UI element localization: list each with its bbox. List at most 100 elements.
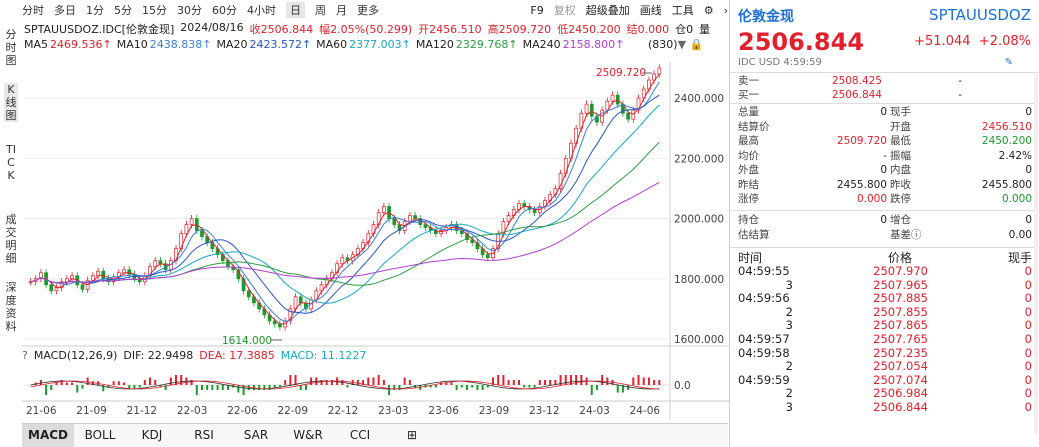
lock-icon: 🔒: [689, 38, 704, 51]
indicator-tab[interactable]: W&R: [293, 428, 323, 442]
row-key: 最高: [738, 135, 759, 147]
sidebar-item[interactable]: K线图: [4, 83, 18, 122]
pencil-icon[interactable]: ✎: [1004, 57, 1013, 68]
overlay-button[interactable]: 超级叠加: [585, 4, 630, 17]
row-value: 0: [1025, 214, 1032, 226]
ma-label: MA5: [24, 38, 49, 51]
kline-chart[interactable]: 2400.000 2200.000 2000.000 1800.000 1600.000…: [0, 0, 729, 423]
high-label: 高2509.720: [487, 23, 552, 36]
quote-change: +51.044 +2.08%: [914, 34, 1031, 49]
tick-vol: 0: [1024, 318, 1032, 333]
scrollbar[interactable]: [1034, 74, 1038, 434]
x-tick-label: 23-12: [529, 405, 560, 417]
period-tab[interactable]: 30分: [177, 4, 202, 17]
bar-count[interactable]: (830)▼ 🔒: [648, 38, 703, 51]
tick-time: 04:59:58: [738, 345, 790, 360]
tick-vol: 0: [1024, 345, 1032, 360]
indicator-tab[interactable]: MACD: [22, 424, 74, 447]
row-value: 0: [1025, 164, 1032, 176]
candle-body: [382, 206, 386, 213]
period-tab[interactable]: 5分: [114, 4, 132, 17]
tick-price: 2506.844: [873, 400, 928, 414]
tick-vol: 0: [1024, 277, 1032, 292]
indicator-tab[interactable]: CCI: [349, 428, 371, 442]
row-key: 昨结: [738, 178, 759, 191]
quote-sub: IDC USD 4:59:59: [738, 57, 822, 68]
candle-body: [298, 296, 303, 304]
chevron-right-icon[interactable]: ›: [723, 3, 728, 17]
row-key: 振幅: [890, 149, 911, 162]
f9-button[interactable]: F9: [530, 3, 544, 17]
tick-price: 2507.235: [873, 345, 928, 360]
macd-zero-label: 0.0: [674, 380, 691, 392]
open-label: 开2456.510: [418, 23, 482, 36]
period-tab[interactable]: 4小时: [247, 4, 276, 17]
row-value: 0.000: [1001, 193, 1032, 205]
quote-row: 估结算 基差ⓘ 0.00: [738, 229, 1032, 242]
row-value: 2455.800: [981, 178, 1032, 191]
sidebar-item[interactable]: 分时图: [5, 28, 17, 67]
period-tab[interactable]: 多日: [54, 4, 76, 17]
x-tick-label: 21-06: [26, 405, 57, 417]
tick-row: 04:59:55 2507.970 0: [738, 265, 1032, 278]
fuquan-button[interactable]: 复权: [553, 4, 576, 17]
period-tab[interactable]: 分时: [22, 4, 44, 17]
buy1-value: 2506.844: [831, 89, 882, 101]
divider: [730, 210, 1039, 211]
period-tab[interactable]: 更多: [357, 4, 379, 17]
sidebar-item[interactable]: TICK: [6, 143, 16, 182]
period-tab[interactable]: 1分: [86, 4, 104, 17]
close-label: 收2506.844: [249, 23, 314, 36]
help-icon[interactable]: ?: [22, 349, 28, 362]
candle-body: [122, 269, 126, 274]
y-tick-label: 2200.000: [674, 153, 724, 165]
row-key: 增仓: [890, 214, 911, 226]
ma-line: [30, 181, 660, 284]
tools-button[interactable]: 工具: [671, 4, 694, 17]
quote-row: 最高 2509.720 最低 2450.200: [738, 135, 1032, 148]
row-key: 现手: [890, 106, 911, 118]
x-tick-label: 22-09: [278, 405, 309, 417]
draw-button[interactable]: 画线: [639, 4, 662, 17]
sell1-key: 卖一: [738, 75, 759, 87]
high-marker: 2509.720: [596, 67, 646, 79]
row-key: 开盘: [890, 120, 911, 133]
row-key: 估结算: [738, 229, 770, 241]
candle-body: [200, 230, 204, 237]
dea-label: DEA: 17.3885: [199, 349, 275, 362]
gear-icon[interactable]: ⚙: [703, 3, 714, 17]
indicator-tab[interactable]: RSI: [194, 428, 214, 442]
candle-body: [459, 230, 464, 234]
tick-time: 3: [785, 277, 793, 292]
row-value: 0: [880, 106, 887, 118]
period-tab[interactable]: 周: [315, 4, 326, 17]
tick-price: 2507.074: [873, 372, 928, 387]
ma-line: [30, 81, 660, 323]
sidebar-item[interactable]: 深度资料: [5, 281, 17, 333]
vol-label: 量: [699, 23, 711, 36]
indicator-tabs: MACD BOLL KDJ RSI SAR W&R CCI ⊞: [22, 423, 728, 447]
tick-time: 3: [785, 400, 793, 414]
candle-body: [59, 281, 64, 289]
quote-row: 均价 - 振幅 2.42%: [738, 150, 1032, 163]
candle-body: [657, 67, 662, 75]
tick-time: 04:59:56: [738, 291, 790, 306]
period-tab[interactable]: 15分: [142, 4, 167, 17]
tick-price: 2507.885: [873, 291, 928, 306]
range-label: 幅2.05%(50.299): [319, 23, 413, 36]
period-tab[interactable]: 月: [336, 4, 347, 17]
tick-price: 2507.765: [873, 332, 928, 346]
indicator-tab[interactable]: SAR: [243, 428, 269, 442]
sidebar-item[interactable]: 成交明细: [5, 213, 17, 265]
candle-body: [340, 257, 345, 265]
candle-body: [465, 233, 469, 240]
tick-vol: 0: [1024, 291, 1032, 306]
period-tab[interactable]: 60分: [212, 4, 237, 17]
x-tick-label: 22-06: [227, 405, 258, 417]
indicator-tab[interactable]: BOLL: [84, 428, 116, 442]
indicator-tab[interactable]: KDJ: [141, 428, 163, 442]
indicator-tab[interactable]: ⊞: [406, 428, 418, 442]
candle-body: [470, 239, 475, 243]
period-tab[interactable]: 日: [286, 2, 305, 18]
row-key: 均价: [738, 149, 759, 162]
